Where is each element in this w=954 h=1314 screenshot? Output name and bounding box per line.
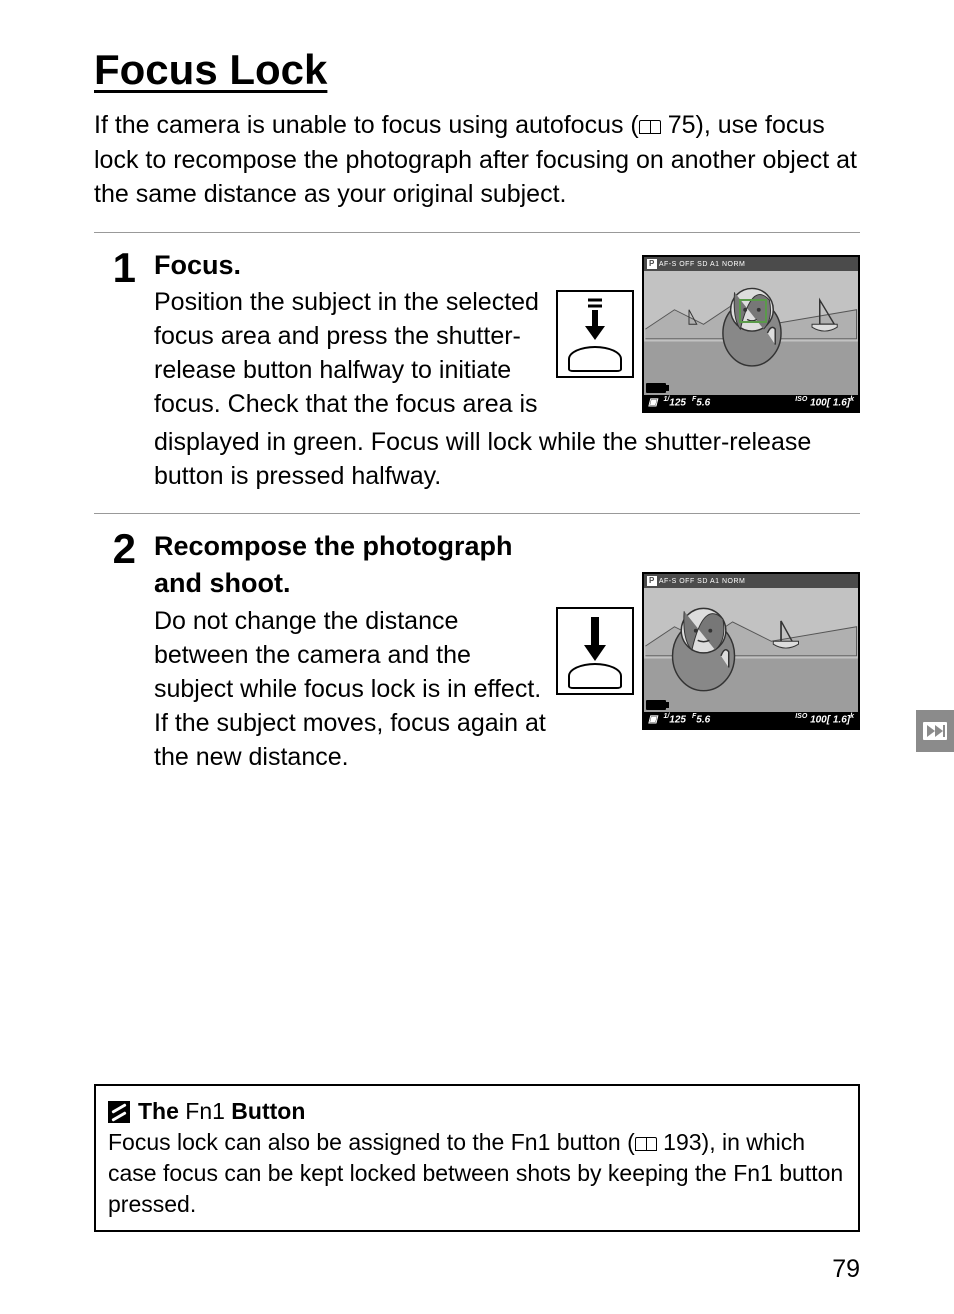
step-1: 1 Focus. Position the subject in the sel… (94, 233, 860, 514)
focus-point-rect (739, 299, 767, 323)
battery-icon (646, 700, 666, 710)
step-title: Recompose the photograph and shoot. (154, 528, 546, 601)
note-ref-page: 193 (663, 1129, 701, 1155)
shutter-half-press-illustration (556, 290, 634, 378)
step-illustration: PAF-S OFF SD A1 NORM (556, 247, 860, 422)
lcd-mode-badge: P (647, 259, 657, 269)
lcd-mode-badge: P (647, 576, 657, 586)
note-title-line: The Fn1 Button (108, 1096, 846, 1127)
lcd-preview-2: PAF-S OFF SD A1 NORM (642, 572, 860, 730)
lcd-preview-1: PAF-S OFF SD A1 NORM (642, 255, 860, 413)
step-2: 2 Recompose the photograph and shoot. Do… (94, 514, 860, 793)
intro-paragraph: If the camera is unable to focus using a… (94, 108, 860, 212)
note-body: Focus lock can also be assigned to the F… (108, 1127, 846, 1220)
lcd-frames: [ 1.6] (827, 715, 850, 726)
lcd-scene-1 (644, 271, 858, 395)
play-skip-icon (923, 722, 947, 740)
page-title: Focus Lock (94, 46, 860, 94)
lcd-shutter: 125 (669, 715, 686, 726)
lcd-top-bar: PAF-S OFF SD A1 NORM (644, 257, 858, 271)
lcd-top-icons: AF-S OFF SD A1 NORM (659, 578, 746, 585)
note-fn-label: Fn1 (185, 1098, 225, 1124)
lcd-iso: 100 (810, 398, 827, 409)
note-title-pre: The (138, 1098, 185, 1124)
lcd-iso: 100 (810, 715, 827, 726)
lcd-top-icons: AF-S OFF SD A1 NORM (659, 261, 746, 268)
camera-icon: ▣ (648, 713, 657, 727)
step-illustration: PAF-S OFF SD A1 NORM (556, 528, 860, 773)
camera-icon: ▣ (648, 396, 657, 410)
step-title: Focus. (154, 247, 546, 284)
lcd-aperture: 5.6 (696, 398, 710, 409)
lcd-bottom-bar: ▣ 1/125 F5.6 ISO 100[ 1.6]k (644, 712, 858, 728)
note-fn-label: Fn1 (733, 1160, 773, 1186)
step-text-wrap: displayed in green. Focus will lock whil… (154, 425, 860, 493)
lcd-aperture: 5.6 (696, 715, 710, 726)
lcd-iso-label: ISO (795, 713, 807, 720)
shutter-full-press-illustration (556, 607, 634, 695)
lcd-bottom-bar: ▣ 1/125 F5.6 ISO 100[ 1.6]k (644, 395, 858, 411)
step-text: Position the subject in the selected foc… (154, 285, 546, 421)
lcd-frames: [ 1.6] (827, 398, 850, 409)
lcd-iso-label: ISO (795, 396, 807, 403)
note-title-post: Button (225, 1098, 305, 1124)
pencil-note-icon (108, 1101, 130, 1123)
lcd-shutter: 125 (669, 398, 686, 409)
note-body-pre: Focus lock can also be assigned to the (108, 1129, 511, 1155)
battery-icon (646, 383, 666, 393)
lcd-k: k (850, 396, 854, 403)
lcd-scene-2 (644, 588, 858, 712)
intro-text-pre: If the camera is unable to focus using a… (94, 111, 639, 139)
note-fn-label: Fn1 (511, 1129, 551, 1155)
book-ref-icon (639, 120, 661, 134)
intro-ref-page: 75 (668, 111, 696, 139)
section-tab[interactable] (916, 710, 954, 752)
arrow-full-press-icon (583, 615, 607, 663)
book-ref-icon (635, 1137, 657, 1151)
step-number: 2 (94, 528, 136, 773)
note-body-mid: button ( (550, 1129, 634, 1155)
step-text: Do not change the distance between the c… (154, 604, 546, 774)
arrow-half-press-icon (583, 298, 607, 342)
note-box: The Fn1 Button Focus lock can also be as… (94, 1084, 860, 1232)
page-number: 79 (832, 1255, 860, 1284)
lcd-top-bar: PAF-S OFF SD A1 NORM (644, 574, 858, 588)
lcd-k: k (850, 713, 854, 720)
step-number: 1 (94, 247, 136, 494)
